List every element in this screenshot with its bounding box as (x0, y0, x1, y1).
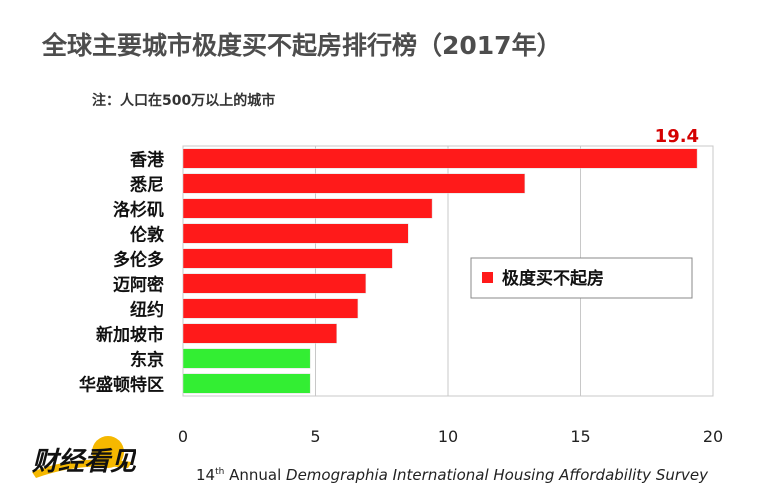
x-tick-label: 20 (703, 427, 723, 446)
bar (182, 348, 311, 369)
chart-note: 注：人口在500万以上的城市 (92, 93, 276, 109)
data-label: 19.4 (655, 126, 699, 147)
logo-text: 财经看见 (31, 447, 136, 477)
category-label: 华盛顿特区 (79, 375, 164, 396)
bar (182, 248, 393, 269)
category-label: 伦敦 (130, 225, 165, 246)
bar (182, 373, 311, 394)
footer-annual: Annual (224, 466, 287, 484)
bar (182, 323, 337, 344)
legend-label: 极度买不起房 (502, 268, 604, 289)
x-tick-label: 0 (178, 427, 188, 446)
footer-edition-number: 14 (196, 466, 216, 484)
footer-survey-name: Demographia International Housing Afford… (286, 466, 709, 484)
x-axis-ticks: 0 5 10 15 20 (178, 427, 723, 446)
legend: 极度买不起房 (470, 257, 693, 299)
category-label: 洛杉矶 (113, 200, 164, 221)
x-tick-label: 5 (310, 427, 320, 446)
bar (182, 173, 526, 194)
data-labels: 19.4 (655, 126, 699, 147)
footer-ordinal: th (215, 467, 225, 477)
bar (182, 273, 367, 294)
bars-layer (182, 148, 698, 394)
bar (182, 298, 359, 319)
category-label: 多伦多 (113, 250, 164, 271)
x-tick-label: 10 (438, 427, 458, 446)
category-label: 新加坡市 (96, 325, 164, 346)
category-label: 香港 (130, 150, 165, 171)
bar (182, 148, 698, 169)
brand-logo: 财经看见 (31, 436, 136, 478)
legend-swatch (482, 272, 493, 283)
legend-box (470, 257, 693, 299)
category-label: 迈阿密 (113, 275, 164, 296)
category-label: 东京 (130, 350, 164, 371)
bar (182, 198, 433, 219)
page-title: 全球主要城市极度买不起房排行榜（2017年） (42, 31, 562, 60)
source-footer: 14th Annual Demographia International Ho… (196, 466, 708, 484)
category-label: 悉尼 (129, 176, 164, 196)
category-label: 纽约 (130, 300, 164, 321)
x-tick-label: 15 (570, 427, 590, 446)
bar (182, 223, 409, 244)
logo-swoosh-shape (32, 459, 132, 478)
